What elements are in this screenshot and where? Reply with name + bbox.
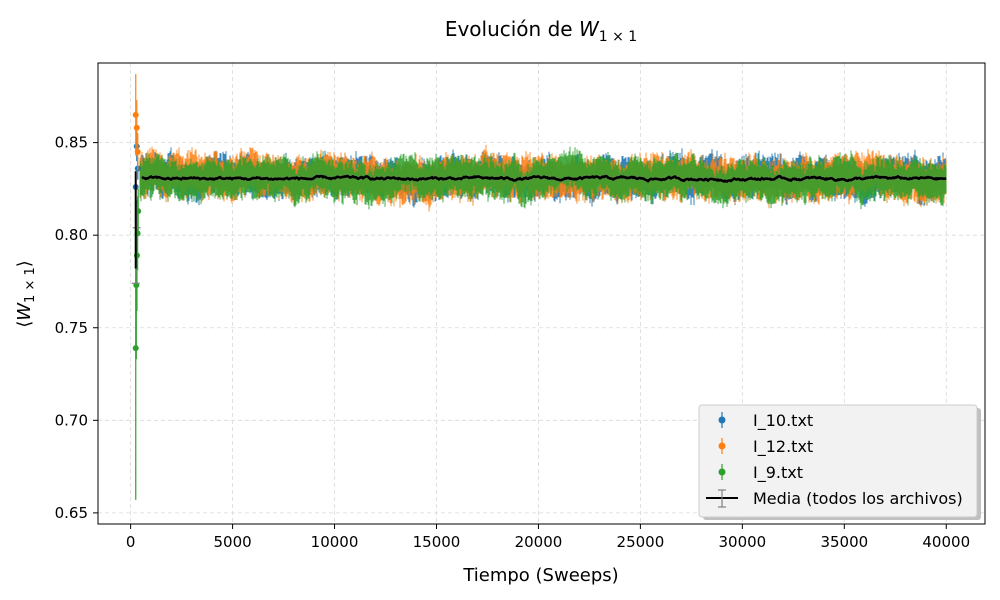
y-tick-label: 0.75 xyxy=(55,319,88,337)
legend-marker-i12 xyxy=(718,442,726,450)
legend-box xyxy=(698,404,978,518)
legend-item-i9: I_9.txt xyxy=(718,463,803,483)
x-tick-label: 10000 xyxy=(311,533,359,551)
x-tick-label: 40000 xyxy=(922,533,970,551)
y-axis-label: ⟨W1 × 1⟩ xyxy=(14,260,38,328)
y-tick-label: 0.70 xyxy=(55,411,88,429)
y-tick-label: 0.65 xyxy=(55,504,88,522)
legend-item-i12: I_12.txt xyxy=(718,437,813,457)
data-point-i12 xyxy=(134,148,141,155)
legend-item-mean: Media (todos los archivos) xyxy=(706,489,963,508)
y-tick-label: 0.80 xyxy=(55,226,88,244)
legend: I_10.txt I_12.txt I_9.txt Media (todos l… xyxy=(698,404,981,520)
data-point-i12 xyxy=(132,111,139,118)
x-tick-label: 35000 xyxy=(820,533,868,551)
legend-marker-i10 xyxy=(718,416,726,424)
legend-label-i9: I_9.txt xyxy=(753,463,803,483)
x-tick-label: 5000 xyxy=(213,533,251,551)
axis-ticks: 0 5000 10000 15000 20000 25000 30000 35000 40000… xyxy=(55,134,971,551)
legend-label-i12: I_12.txt xyxy=(753,437,813,457)
x-axis-label: Tiempo (Sweeps) xyxy=(462,565,618,586)
grid xyxy=(98,63,985,524)
legend-label-i10: I_10.txt xyxy=(753,411,813,431)
x-tick-label: 20000 xyxy=(515,533,563,551)
legend-item-i10: I_10.txt xyxy=(718,411,813,431)
x-tick-label: 15000 xyxy=(413,533,461,551)
legend-marker-i9 xyxy=(718,468,726,476)
plot-frame xyxy=(97,62,986,525)
data-point-i12 xyxy=(133,124,140,131)
mean-line xyxy=(141,174,947,184)
x-tick-label: 25000 xyxy=(617,533,665,551)
y-tick-label: 0.85 xyxy=(55,134,88,152)
x-tick-label: 0 xyxy=(126,533,136,551)
plot-data xyxy=(131,74,947,500)
x-tick-label: 30000 xyxy=(718,533,766,551)
legend-label-mean: Media (todos los archivos) xyxy=(753,489,963,508)
chart-title: Evolución de W1 × 1 xyxy=(445,17,637,45)
